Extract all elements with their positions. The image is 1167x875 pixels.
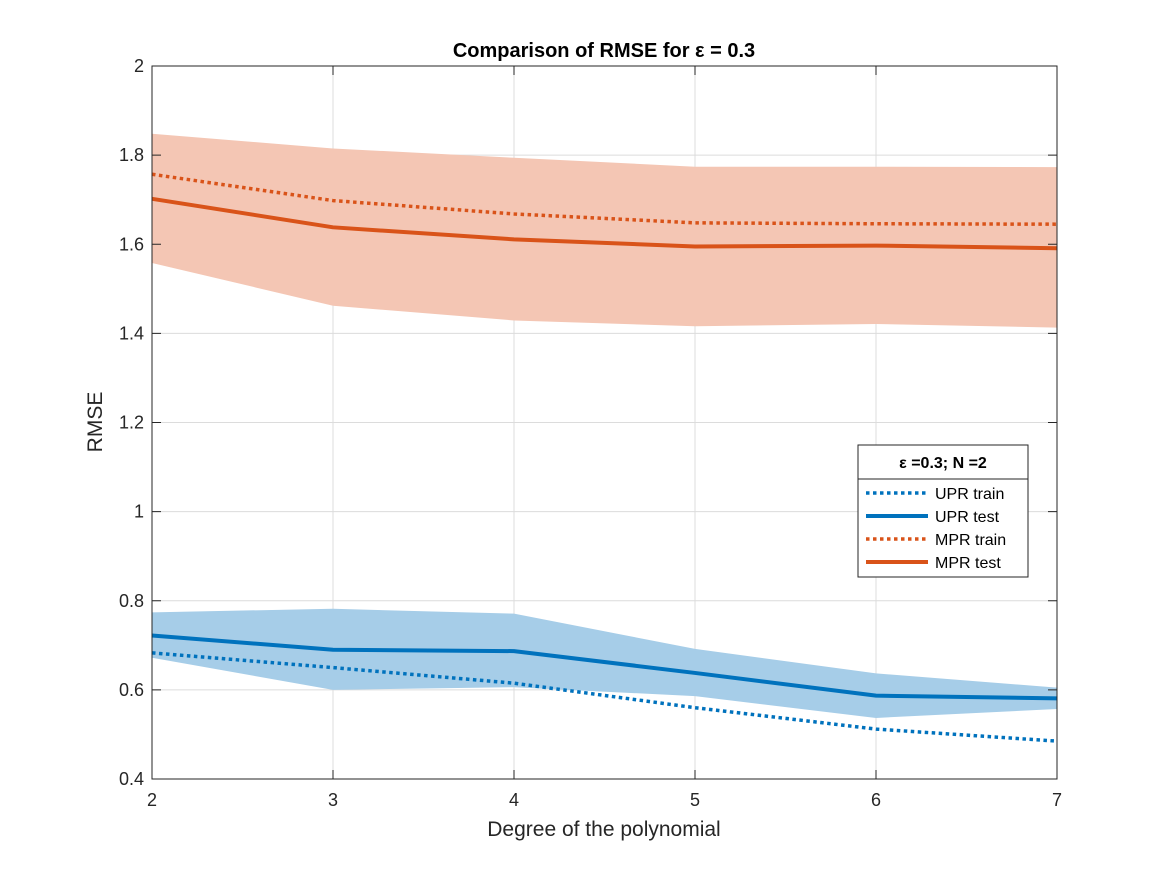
legend-entry: MPR train <box>866 532 1006 549</box>
legend-box <box>857 444 1029 578</box>
y-tick-label: 1.2 <box>119 413 144 433</box>
series-line-mpr-test <box>151 196 1058 251</box>
x-axis-ticks: 2 3 4 5 6 7 <box>147 66 1062 810</box>
y-tick-label: 1 <box>134 502 144 522</box>
series-lines <box>151 172 1058 743</box>
x-tick-label: 2 <box>147 790 157 810</box>
legend-label: MPR train <box>935 532 1006 549</box>
y-tick-label: 1.6 <box>119 234 144 254</box>
series-line-upr-test <box>151 633 1058 701</box>
y-tick-label: 0.6 <box>119 680 144 700</box>
y-tick-label: 1.8 <box>119 145 144 165</box>
legend-label: UPR test <box>935 509 1000 526</box>
x-tick-label: 7 <box>1052 790 1062 810</box>
legend-label: MPR test <box>935 555 1001 572</box>
series-line-upr-train <box>151 651 1058 743</box>
x-tick-label: 4 <box>509 790 519 810</box>
legend: ε =0.3; N =2 UPR train UPR test MPR train M… <box>857 444 1029 578</box>
y-axis-ticks: 0.4 0.6 0.8 1 1.2 1.4 1.6 1.8 2 <box>119 56 1057 789</box>
series-line-mpr-train <box>151 172 1058 226</box>
y-tick-label: 1.4 <box>119 323 144 343</box>
x-tick-label: 6 <box>871 790 881 810</box>
x-tick-label: 3 <box>328 790 338 810</box>
y-axis-title: RMSE <box>84 392 107 453</box>
legend-entries: UPR train UPR test MPR train MPR test <box>866 486 1006 572</box>
confidence-band-mpr-test <box>152 133 1057 328</box>
chart-title: Comparison of RMSE for ε = 0.3 <box>453 40 755 62</box>
y-tick-label: 2 <box>134 56 144 76</box>
x-axis-title: Degree of the polynomial <box>487 818 720 841</box>
legend-entry: MPR test <box>866 555 1001 572</box>
legend-entry: UPR train <box>866 486 1004 503</box>
y-tick-label: 0.8 <box>119 591 144 611</box>
legend-entry: UPR test <box>866 509 1000 526</box>
legend-label: UPR train <box>935 486 1004 503</box>
x-tick-label: 5 <box>690 790 700 810</box>
y-tick-label: 0.4 <box>119 769 144 789</box>
legend-title: ε =0.3; N =2 <box>899 455 987 472</box>
